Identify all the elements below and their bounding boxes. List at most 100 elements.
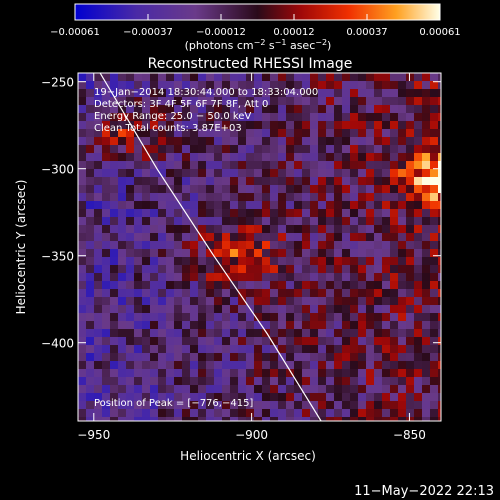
heatmap-cell	[134, 249, 143, 258]
heatmap-cell	[230, 369, 239, 378]
heatmap-cell	[350, 73, 359, 82]
heatmap-cell	[246, 297, 255, 306]
heatmap-cell	[326, 177, 335, 186]
heatmap-cell	[438, 265, 441, 274]
heatmap-cell	[214, 393, 223, 402]
heatmap-cell	[230, 337, 239, 346]
heatmap-cell	[118, 145, 127, 154]
heatmap-cell	[238, 73, 247, 82]
heatmap-cell	[318, 297, 327, 306]
heatmap-cell	[438, 89, 441, 98]
heatmap-cell	[390, 417, 399, 421]
heatmap-cell	[358, 241, 367, 250]
heatmap-cell	[294, 233, 303, 242]
heatmap-cell	[110, 137, 119, 146]
heatmap-cell	[254, 97, 263, 106]
heatmap-cell	[422, 289, 431, 298]
heatmap-cell	[374, 353, 383, 362]
heatmap-cell	[294, 353, 303, 362]
heatmap-cell	[374, 113, 383, 122]
heatmap-cell	[206, 393, 215, 402]
heatmap-cell	[358, 305, 367, 314]
heatmap-cell	[382, 361, 391, 370]
heatmap-cell	[350, 305, 359, 314]
heatmap-cell	[86, 273, 95, 282]
heatmap-cell	[222, 369, 231, 378]
heatmap-cell	[158, 409, 167, 418]
heatmap-cell	[374, 273, 383, 282]
heatmap-cell	[342, 145, 351, 154]
heatmap-cell	[134, 209, 143, 218]
heatmap-cell	[126, 361, 135, 370]
heatmap-cell	[318, 217, 327, 226]
heatmap-cell	[270, 409, 279, 418]
heatmap-cell	[310, 385, 319, 394]
heatmap-cell	[102, 209, 111, 218]
heatmap-cell	[118, 97, 127, 106]
heatmap-cell	[182, 281, 191, 290]
heatmap-cell	[102, 113, 111, 122]
heatmap-cell	[382, 345, 391, 354]
heatmap-cell	[254, 105, 263, 114]
heatmap-cell	[302, 329, 311, 338]
heatmap-cell	[414, 329, 423, 338]
heatmap-cell	[438, 393, 441, 402]
heatmap-cell	[374, 281, 383, 290]
heatmap-cell	[222, 377, 231, 386]
heatmap-cell	[166, 193, 175, 202]
heatmap-cell	[142, 137, 151, 146]
heatmap-cell	[150, 193, 159, 202]
heatmap-cell	[414, 81, 423, 90]
heatmap-cell	[350, 385, 359, 394]
heatmap-cell	[342, 409, 351, 418]
heatmap-cell	[166, 105, 175, 114]
heatmap-cell	[222, 337, 231, 346]
heatmap-cell	[414, 193, 423, 202]
heatmap-cell	[382, 385, 391, 394]
heatmap-cell	[238, 153, 247, 162]
heatmap-cell	[358, 409, 367, 418]
heatmap-cell	[286, 337, 295, 346]
heatmap-cell	[270, 145, 279, 154]
heatmap-cell	[206, 153, 215, 162]
heatmap-cell	[150, 217, 159, 226]
heatmap-cell	[86, 385, 95, 394]
heatmap-cell	[326, 305, 335, 314]
heatmap-cell	[78, 129, 87, 138]
heatmap-cell	[78, 393, 87, 402]
heatmap-cell	[158, 89, 167, 98]
heatmap-cell	[182, 233, 191, 242]
heatmap-cell	[430, 337, 439, 346]
heatmap-cell	[102, 401, 111, 410]
heatmap-cell	[190, 105, 199, 114]
heatmap-cell	[294, 241, 303, 250]
heatmap-cell	[102, 217, 111, 226]
heatmap-cell	[374, 209, 383, 218]
heatmap-cell	[158, 305, 167, 314]
heatmap-cell	[294, 417, 303, 421]
heatmap-cell	[342, 153, 351, 162]
heatmap-cell	[342, 97, 351, 106]
chart-title: Reconstructed RHESSI Image	[148, 56, 353, 72]
heatmap-cell	[326, 121, 335, 130]
heatmap-cell	[342, 361, 351, 370]
heatmap-cell	[438, 409, 441, 418]
heatmap-cell	[142, 273, 151, 282]
heatmap-cell	[206, 385, 215, 394]
heatmap-cell	[366, 169, 375, 178]
heatmap-cell	[118, 385, 127, 394]
heatmap-cell	[334, 409, 343, 418]
heatmap-cell	[142, 281, 151, 290]
heatmap-cell	[430, 353, 439, 362]
heatmap-cell	[182, 385, 191, 394]
heatmap-cell	[102, 353, 111, 362]
heatmap-cell	[134, 241, 143, 250]
heatmap-cell	[190, 401, 199, 410]
heatmap-cell	[174, 241, 183, 250]
heatmap-cell	[262, 201, 271, 210]
heatmap-cell	[318, 249, 327, 258]
heatmap-cell	[390, 233, 399, 242]
heatmap-cell	[206, 145, 215, 154]
heatmap-cell	[214, 145, 223, 154]
heatmap-cell	[374, 409, 383, 418]
